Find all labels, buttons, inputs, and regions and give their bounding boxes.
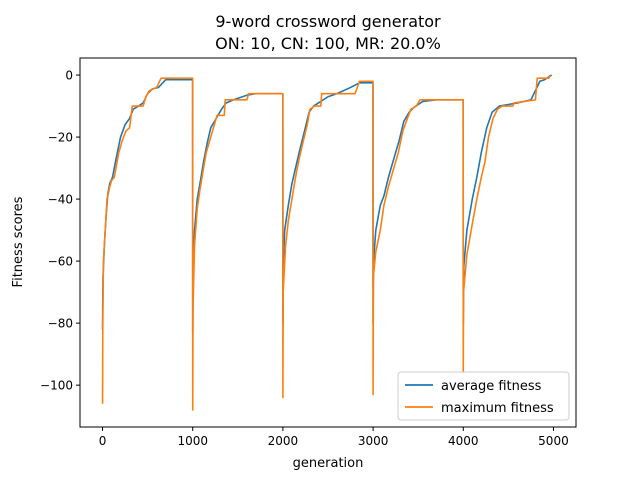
legend-label-maximum: maximum fitness [441, 401, 554, 416]
x-tick-label: 1000 [177, 434, 208, 448]
y-tick-label: −80 [48, 317, 73, 331]
x-tick-label: 5000 [538, 434, 569, 448]
chart-title: 9-word crossword generator [215, 12, 441, 31]
x-axis-ticks: 0 1000 2000 3000 4000 5000 [99, 427, 569, 448]
legend-label-average: average fitness [441, 379, 542, 394]
axes-frame [79, 57, 577, 428]
y-tick-label: −60 [48, 255, 73, 269]
x-tick-label: 0 [99, 434, 107, 448]
y-tick-label: −20 [48, 131, 73, 145]
x-tick-label: 2000 [268, 434, 299, 448]
series-line-average-fitness [101, 74, 553, 334]
x-axis-label: generation [293, 456, 364, 471]
x-tick-label: 4000 [448, 434, 479, 448]
legend: average fitness maximum fitness [397, 371, 570, 421]
y-tick-label: −100 [40, 379, 73, 393]
series-line-maximum-fitness [101, 74, 551, 411]
x-tick-label: 3000 [358, 434, 389, 448]
chart-subtitle: ON: 10, CN: 100, MR: 20.0% [215, 34, 441, 53]
y-axis-ticks: 0 −20 −40 −60 −80 −100 [40, 69, 80, 393]
series-group [101, 74, 553, 411]
y-tick-label: 0 [65, 69, 73, 83]
y-tick-label: −40 [48, 193, 73, 207]
legend-box [397, 371, 570, 421]
y-axis-label: Fitness scores [11, 196, 26, 287]
